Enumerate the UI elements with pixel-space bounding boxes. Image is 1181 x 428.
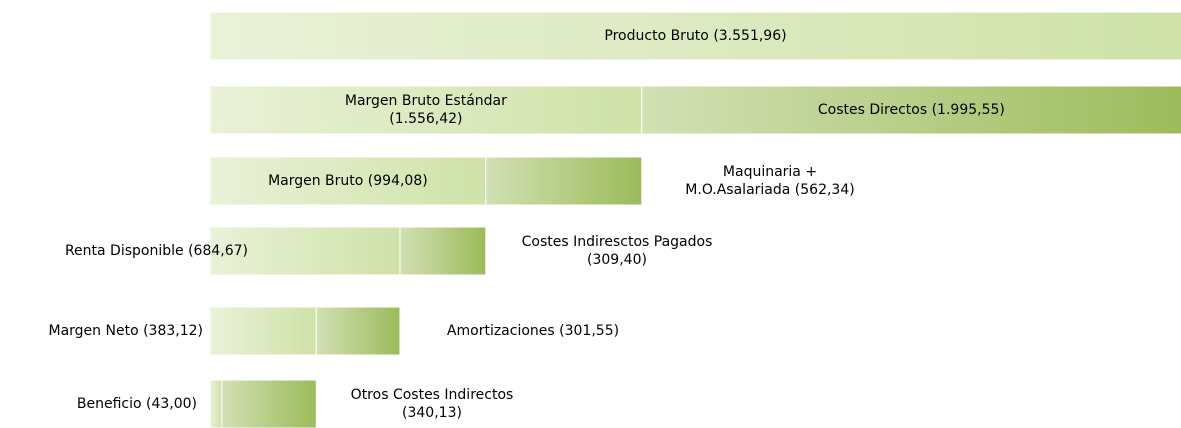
bar-label: Amortizaciones (301,55) — [447, 323, 619, 339]
bar-label: (340,13) — [402, 405, 462, 421]
bar-label: Beneficio (43,00) — [77, 396, 197, 412]
bar-label: M.O.Asalariada (562,34) — [685, 182, 854, 198]
bar-sheen — [210, 380, 222, 428]
bar-label: (309,40) — [587, 252, 647, 268]
bar-sheen — [221, 380, 317, 428]
bar-label: Margen Bruto Estándar — [345, 93, 507, 109]
bar-label: Producto Bruto (3.551,96) — [604, 28, 786, 44]
bar-sheen — [210, 86, 642, 134]
bar-label: Renta Disponible (684,67) — [65, 243, 248, 259]
bar-label: (1.556,42) — [389, 111, 462, 127]
bar-label: Margen Bruto (994,08) — [268, 173, 428, 189]
bar-label: Costes Indiresctos Pagados — [522, 234, 713, 250]
bar-label: Maquinaria + — [723, 164, 817, 180]
bar-sheen — [210, 157, 486, 205]
bar-sheen — [210, 12, 1181, 60]
bar-sheen — [399, 227, 486, 275]
bar-sheen — [210, 307, 317, 355]
bar-sheen — [641, 86, 1181, 134]
bar-label: Otros Costes Indirectos — [351, 387, 514, 403]
bar-sheen — [485, 157, 642, 205]
bar-sheen — [316, 307, 400, 355]
bar-label: Costes Directos (1.995,55) — [818, 102, 1005, 118]
bar-label: Margen Neto (383,12) — [49, 323, 204, 339]
bar-sheen — [210, 227, 400, 275]
